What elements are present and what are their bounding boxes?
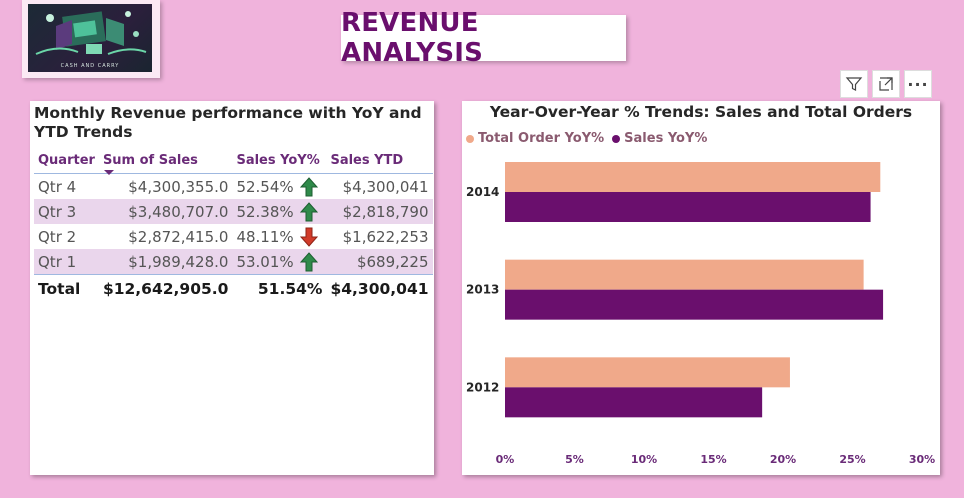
legend-item-total-order[interactable]: Total Order YoY% [466,131,604,146]
total-yoy: 51.54% [232,274,327,303]
legend-label: Total Order YoY% [478,131,605,146]
chart-title: Year-Over-Year % Trends: Sales and Total… [489,103,913,121]
bar-2013-sales[interactable] [505,289,884,320]
cell-sales: $2,872,415.0 [128,227,229,246]
cell-sales: $1,989,428.0 [98,249,233,275]
table-row[interactable]: Qtr 4 $4,300,355.0 52.54% $4,300,041 [34,173,433,199]
column-header-sales-yoy[interactable]: Sales YoY% [236,152,320,168]
category-label: 2013 [466,283,499,297]
cell-sales: $4,300,355.0 [98,173,233,199]
focus-mode-icon [879,77,893,91]
cell-yoy: 52.38% [232,199,327,224]
revenue-table: Quarter Sum of Sales Sales YoY% Sales YT… [34,147,433,303]
chart-legend: Total Order YoY% Sales YoY% [466,131,707,146]
cell-quarter: Qtr 3 [34,199,99,224]
visual-toolbar: ··· [840,70,932,98]
filter-icon [845,77,863,91]
bar-2014-sales[interactable] [505,192,871,222]
legend-dot-icon [466,134,474,143]
cell-yoy: 48.11% [232,224,326,249]
bar-2012-total-order[interactable] [505,357,790,388]
filter-button[interactable] [840,70,868,98]
cell-ytd: $689,225 [326,249,433,275]
more-options-icon: ··· [907,74,929,94]
x-tick-label: 0% [496,453,515,466]
yoy-chart-panel: 2014 2013 2012 0% 5% 10% 15% 20% 25% 30% Year-Ove… [462,101,940,475]
legend-item-sales[interactable]: Sales YoY% [612,131,707,146]
page-title-box: REVENUE ANALYSIS [341,8,626,68]
more-options-button[interactable]: ··· [904,70,932,98]
arrow-up-icon [299,251,318,271]
column-header-sales-ytd[interactable]: Sales YTD [330,152,404,168]
x-tick-label: 20% [770,453,796,466]
bar-2012-sales[interactable] [505,387,763,418]
x-tick-label: 30% [909,453,935,466]
column-header-sum-of-sales[interactable]: Sum of Sales [99,147,233,175]
cell-yoy: 53.01% [232,249,327,275]
cell-ytd: $4,300,041 [326,173,433,199]
cell-sales: $3,480,707.0 [98,199,233,224]
cell-ytd: $1,622,253 [342,227,429,246]
table-row[interactable]: Qtr 1 $1,989,428.0 53.01% $689,225 [34,249,433,275]
revenue-table-panel: Monthly Revenue performance with YoY and… [30,101,434,475]
arrow-up-icon [299,176,318,196]
page-title: REVENUE ANALYSIS [341,8,484,68]
cell-ytd: $2,818,790 [326,199,433,224]
total-ytd: $4,300,041 [326,274,433,303]
logo: CASH AND CARRY [22,0,160,78]
cell-quarter: Qtr 4 [34,173,99,199]
column-header-quarter[interactable]: Quarter [38,152,95,168]
cell-yoy: 52.54% [232,173,327,199]
cell-quarter: Qtr 2 [38,227,77,246]
logo-image: CASH AND CARRY [28,4,152,72]
legend-dot-icon [612,134,621,143]
table-title: Monthly Revenue performance with YoY and… [34,104,422,141]
table-row[interactable]: Qtr 3 $3,480,707.0 52.38% $2,818,790 [34,199,433,224]
bar-2014-total-order[interactable] [505,162,881,192]
yoy-bar-chart: 2014 2013 2012 0% 5% 10% 15% 20% 25% 30% [466,162,935,466]
category-label: 2012 [466,380,499,394]
table-row[interactable]: Qtr 2 $2,872,415.0 48.11% $1,622,253 [34,224,433,249]
total-label: Total [34,274,99,303]
x-tick-label: 10% [631,453,657,466]
category-label: 2014 [466,185,499,199]
sort-descending-icon [103,170,114,175]
bar-2013-total-order[interactable] [505,259,864,290]
x-tick-label: 15% [700,453,726,466]
total-sales: $12,642,905.0 [98,274,233,303]
cash-and-carry-logo-icon [35,11,147,55]
x-tick-label: 25% [839,453,865,466]
x-tick-label: 5% [565,453,584,466]
arrow-down-icon [299,227,318,247]
cell-quarter: Qtr 1 [34,249,99,275]
arrow-up-icon [299,201,318,221]
focus-mode-button[interactable] [872,70,900,98]
logo-text: CASH AND CARRY [60,63,120,69]
legend-label: Sales YoY% [624,131,708,146]
table-total-row: Total $12,642,905.0 51.54% $4,300,041 [34,274,433,303]
